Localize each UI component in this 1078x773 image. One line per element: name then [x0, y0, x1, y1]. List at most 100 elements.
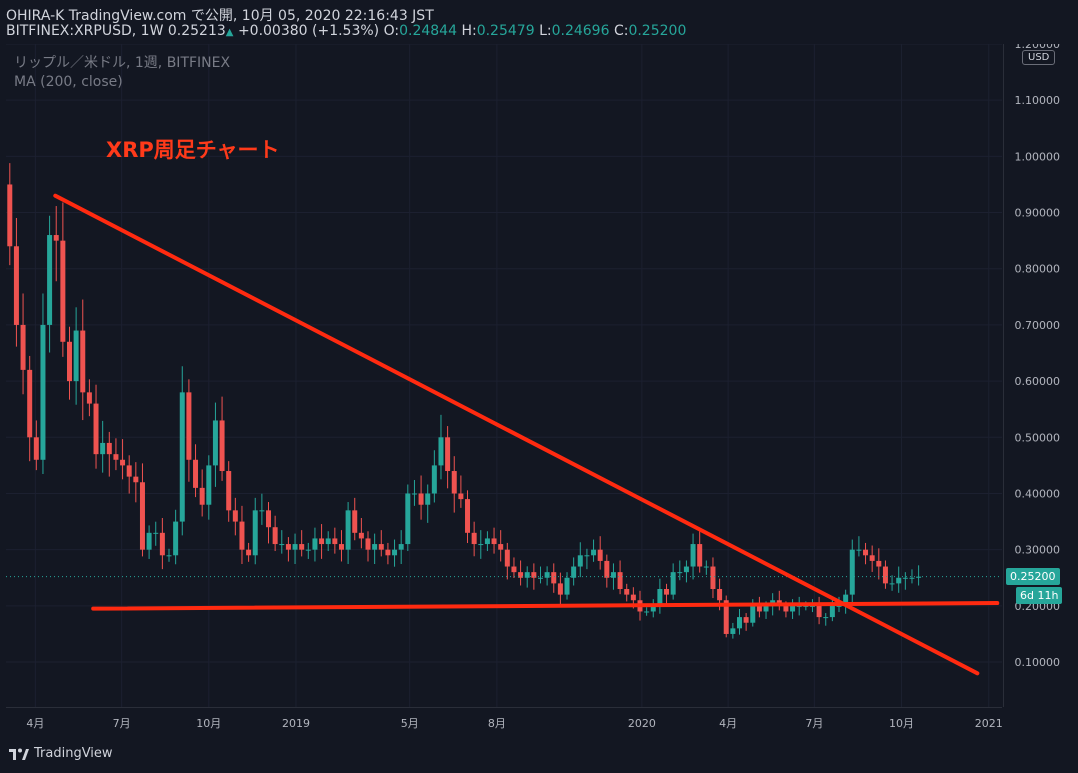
candle-body: [869, 555, 875, 561]
candle-body: [93, 403, 99, 455]
chart-header: OHIRA-K TradingView.com で公開, 10月 05, 202…: [0, 0, 1078, 44]
candle-body: [458, 493, 464, 500]
price-tick-label: 0.30000: [1015, 544, 1061, 557]
candle-body: [13, 246, 19, 325]
ohlc-row: BITFINEX:XRPUSD, 1W 0.25213▲ +0.00380 (+…: [6, 23, 686, 39]
candle-body: [617, 572, 623, 590]
candle-body: [657, 589, 663, 606]
candle-body: [816, 605, 822, 618]
candle-body: [849, 549, 855, 595]
candle-body: [743, 617, 749, 623]
candle-body: [53, 235, 59, 241]
candle-body: [418, 493, 424, 505]
candle-body: [756, 605, 762, 612]
candle-body: [398, 544, 404, 550]
candle-body: [252, 510, 258, 556]
price-tick-label: 1.20000: [1015, 44, 1061, 51]
candle-body: [537, 577, 543, 579]
low-label: L:: [539, 23, 552, 39]
open-value: 0.24844: [399, 23, 457, 39]
candle-body: [100, 442, 106, 455]
price-tick-label: 0.50000: [1015, 431, 1061, 444]
candle-body: [299, 544, 305, 550]
tradingview-brand[interactable]: TradingView: [34, 746, 113, 761]
candle-body: [511, 566, 517, 573]
candle-body: [438, 437, 444, 466]
symbol-label[interactable]: BITFINEX:XRPUSD, 1W: [6, 23, 164, 39]
price-tick-label: 1.10000: [1015, 94, 1061, 107]
candle-body: [212, 420, 218, 466]
chart-legend: リップル／米ドル, 1週, BITFINEX MA (200, close): [14, 54, 230, 92]
candle-body: [139, 482, 145, 550]
trendline[interactable]: [91, 601, 1000, 611]
candle-body: [591, 549, 597, 556]
time-tick-label: 7月: [113, 717, 131, 730]
candle-body: [279, 544, 285, 546]
candle-body: [47, 235, 53, 325]
candle-body: [80, 330, 86, 393]
candle-body: [498, 544, 504, 550]
countdown-tag: 6d 11h: [1016, 586, 1063, 604]
candle-body: [465, 499, 471, 533]
candle-body: [445, 437, 451, 472]
plot-area[interactable]: [6, 44, 1002, 707]
candle-body: [166, 555, 172, 557]
time-tick-label: 7月: [805, 717, 823, 730]
candle-body: [624, 589, 630, 595]
price-axis-labels: 1.20000 1.10000 1.00000 0.90000 0.80000 0.700…: [1015, 44, 1061, 669]
candle-body: [312, 538, 318, 550]
current-price-tag: 0.25200: [1006, 567, 1060, 585]
price-axis[interactable]: 1.20000 1.10000 1.00000 0.90000 0.80000 0.700…: [1003, 44, 1078, 707]
last-price: 0.25213: [167, 23, 226, 39]
candle-body: [292, 544, 298, 550]
candle-body: [783, 605, 789, 612]
chart-annotation[interactable]: XRP周足チャート: [106, 138, 280, 162]
candle-body: [173, 521, 179, 556]
candle-body: [332, 538, 338, 545]
candle-body: [319, 538, 325, 545]
open-label: O:: [383, 23, 400, 39]
time-tick-label: 2021: [975, 717, 1002, 730]
candle-body: [723, 600, 729, 634]
candle-body: [206, 465, 212, 505]
candle-body: [113, 454, 119, 460]
candle-body: [836, 605, 842, 607]
candle-body: [876, 560, 882, 567]
time-tick-label: 8月: [488, 717, 506, 730]
time-tick-label: 4月: [719, 717, 737, 730]
candle-body: [33, 437, 39, 460]
candle-body: [736, 617, 742, 629]
candle-body: [717, 589, 723, 601]
candle-body: [796, 605, 802, 607]
candle-body: [352, 510, 358, 533]
candle-body: [226, 471, 232, 511]
candle-body: [710, 566, 716, 590]
candle-body: [697, 544, 703, 567]
candle-body: [909, 577, 915, 579]
publish-info: OHIRA-K TradingView.com で公開, 10月 05, 202…: [6, 8, 434, 24]
candlestick-chart: [6, 44, 1002, 707]
candle-body: [829, 605, 835, 618]
candle-body: [730, 628, 736, 634]
high-value: 0.25479: [476, 23, 535, 39]
candle-body: [27, 369, 33, 438]
time-axis[interactable]: 4月 7月 10月 2019 5月 8月 2020 4月 7月 10月 2021: [6, 707, 1002, 738]
candle-body: [863, 549, 869, 556]
candle-body: [882, 566, 888, 584]
candle-body: [20, 324, 26, 370]
time-tick-label: 4月: [26, 717, 44, 730]
candle-body: [664, 589, 670, 595]
ma-legend[interactable]: MA (200, close): [14, 74, 123, 90]
series-legend[interactable]: リップル／米ドル, 1週, BITFINEX: [14, 55, 231, 71]
candle-body: [66, 341, 72, 382]
candle-body: [544, 572, 550, 578]
candle-body: [272, 527, 278, 545]
high-label: H:: [461, 23, 477, 39]
currency-button[interactable]: USD: [1022, 50, 1056, 65]
candle-body: [199, 487, 205, 505]
price-tick-label: 1.00000: [1015, 150, 1061, 163]
trendline[interactable]: [53, 193, 980, 676]
candle-body: [478, 544, 484, 546]
candle-body: [916, 576, 922, 578]
candle-body: [153, 532, 159, 534]
